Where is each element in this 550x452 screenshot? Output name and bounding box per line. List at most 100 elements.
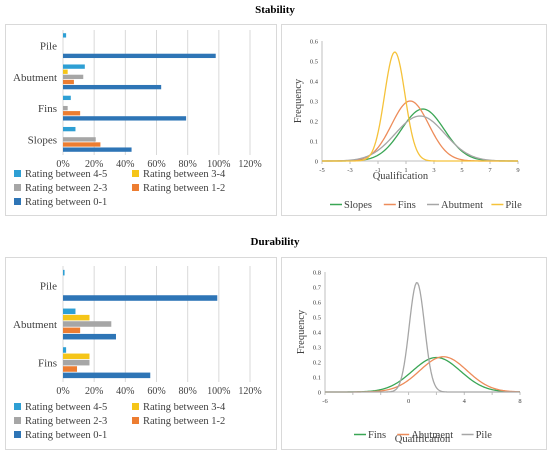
curve-slopes: [322, 108, 518, 162]
x-axis-title: Qualification: [373, 171, 429, 182]
category-label-fins: Fins: [38, 358, 57, 370]
legend-label-rating-between-2-3: Rating between 2-3: [25, 183, 107, 194]
y-axis-title: Frequency: [296, 309, 307, 354]
legend-swatch-rating-between-0-1: [14, 198, 21, 205]
legend-label-fins: Fins: [398, 200, 416, 211]
stability-title: Stability: [255, 4, 295, 16]
y-tick-label: 0.3: [313, 345, 321, 352]
bar-abutment-rating-between-4-5: [63, 64, 85, 69]
x-tick-label: 20%: [85, 159, 103, 170]
bar-fins-rating-between-1-2: [63, 366, 78, 372]
durability-curve-panel: 0 0.1 0.2 0.3 0.4 0.5 0.6 0.7 0.8 -6 0 4 8 Qualificat…: [281, 257, 547, 450]
bar-pile-rating-between-0-1: [63, 53, 216, 59]
bar-fins-rating-between-1-2: [63, 111, 81, 116]
y-tick-label: 0.4: [313, 330, 322, 337]
legend-label-rating-between-4-5: Rating between 4-5: [25, 169, 107, 180]
legend-label-slopes: Slopes: [344, 200, 372, 211]
legend-label-rating-between-4-5: Rating between 4-5: [25, 402, 107, 413]
bar-abutment-rating-between-2-3: [63, 74, 84, 80]
x-tick-label: -6: [322, 398, 328, 405]
y-tick-label: 0.5: [310, 59, 318, 66]
bar-abutment-rating-between-0-1: [63, 333, 116, 340]
bar-slopes-rating-between-4-5: [63, 126, 76, 132]
category-label-pile: Pile: [40, 41, 57, 53]
x-tick-label: 1: [404, 167, 407, 174]
bar-slopes-rating-between-1-2: [63, 142, 101, 147]
legend-swatch-rating-between-3-4: [132, 403, 139, 410]
x-tick-label: 40%: [116, 386, 134, 397]
legend-swatch-rating-between-1-2: [132, 184, 139, 191]
legend-label-rating-between-2-3: Rating between 2-3: [25, 416, 107, 427]
legend-swatch-rating-between-2-3: [14, 417, 21, 424]
bar-abutment-rating-between-0-1: [63, 84, 162, 90]
stability-bar-chart: 0% 20% 40% 60% 80% 100% 120% Pile Abutment Fins Sl…: [13, 30, 262, 208]
legend-label-rating-between-0-1: Rating between 0-1: [25, 197, 107, 208]
durability-curve-chart: 00.10.20.30.40.50.60.70.8-6 0 4 8Qualificat…: [296, 270, 522, 446]
x-tick-label: -5: [319, 167, 324, 174]
y-tick-label: 0.1: [310, 139, 318, 146]
legend-swatch-rating-between-1-2: [132, 417, 139, 424]
bar-slopes-rating-between-0-1: [63, 147, 132, 152]
legend-label-pile: Pile: [476, 430, 493, 441]
bar-pile-rating-between-0-1: [63, 295, 218, 301]
x-tick-label: 40%: [116, 159, 134, 170]
bar-abutment-rating-between-3-4: [63, 314, 90, 321]
y-tick-label: 0.2: [313, 360, 321, 367]
bar-pile-rating-between-4-5: [63, 269, 65, 276]
x-tick-label: 100%: [207, 159, 230, 170]
bar-slopes-rating-between-2-3: [63, 137, 96, 142]
x-tick-label: 0: [407, 398, 410, 405]
bar-fins-rating-between-4-5: [63, 95, 71, 101]
legend-label-fins: Fins: [368, 430, 386, 441]
x-tick-label: 60%: [147, 386, 165, 397]
category-label-slopes: Slopes: [28, 134, 57, 146]
legend-swatch-rating-between-4-5: [14, 170, 21, 177]
legend-swatch-rating-between-4-5: [14, 403, 21, 410]
y-tick-label: 0.5: [313, 315, 321, 322]
y-tick-label: 0.3: [310, 99, 318, 106]
durability-bar-panel: 0% 20% 40% 60% 80% 100% 120% Pile Abutment Fins Ra…: [5, 257, 277, 450]
y-tick-label: 0.1: [313, 375, 321, 382]
bar-fins-rating-between-0-1: [63, 372, 151, 379]
category-label-fins: Fins: [38, 103, 57, 115]
legend-label-rating-between-0-1: Rating between 0-1: [25, 430, 107, 441]
x-tick-label: 0%: [56, 159, 69, 170]
x-tick-label: 5: [460, 167, 463, 174]
category-label-abutment: Abutment: [13, 319, 57, 331]
legend-label-rating-between-1-2: Rating between 1-2: [143, 183, 225, 194]
y-tick-label: 0.8: [313, 270, 321, 277]
x-tick-label: 0%: [56, 386, 69, 397]
legend-label-pile: Pile: [505, 200, 522, 211]
bar-fins-rating-between-3-4: [63, 353, 90, 360]
y-tick-label: 0.4: [310, 79, 319, 86]
y-tick-label: 0.2: [310, 119, 318, 126]
category-label-pile: Pile: [40, 280, 57, 292]
x-tick-label: -1: [375, 167, 380, 174]
bar-fins-rating-between-0-1: [63, 116, 187, 121]
legend-label-rating-between-3-4: Rating between 3-4: [143, 169, 226, 180]
bar-abutment-rating-between-1-2: [63, 79, 74, 85]
bar-abutment-rating-between-2-3: [63, 321, 112, 327]
curve-pile: [322, 51, 518, 162]
legend-label-abutment: Abutment: [411, 430, 453, 441]
legend-label-rating-between-3-4: Rating between 3-4: [143, 402, 226, 413]
x-tick-label: 100%: [207, 386, 230, 397]
durability-title: Durability: [250, 236, 300, 248]
stability-curve-chart: 0 0.1 0.2 0.3 0.4 0.5 0.6 -5 -3 -1 1 3 5 7 9 Qualificat…: [293, 39, 522, 212]
bar-fins-rating-between-4-5: [63, 347, 67, 353]
y-tick-label: 0.6: [313, 300, 322, 307]
x-tick-label: 20%: [85, 386, 103, 397]
x-tick-label: 80%: [178, 386, 196, 397]
x-tick-label: 7: [488, 167, 492, 174]
legend-swatch-rating-between-0-1: [14, 431, 21, 438]
durability-bar-chart: 0% 20% 40% 60% 80% 100% 120% Pile Abutment Fins Ra…: [13, 266, 262, 441]
x-tick-label: 60%: [147, 159, 165, 170]
y-tick-label: 0.6: [310, 39, 319, 46]
bar-pile-rating-between-4-5: [63, 33, 67, 38]
bar-abutment-rating-between-1-2: [63, 327, 81, 334]
stability-bar-panel: 0% 20% 40% 60% 80% 100% 120% Pile Abutment Fins Sl…: [5, 24, 277, 216]
x-tick-label: 9: [516, 167, 519, 174]
bar-abutment-rating-between-3-4: [63, 69, 68, 74]
x-tick-label: 8: [518, 398, 521, 405]
x-axis-title: Qualification: [395, 434, 451, 445]
